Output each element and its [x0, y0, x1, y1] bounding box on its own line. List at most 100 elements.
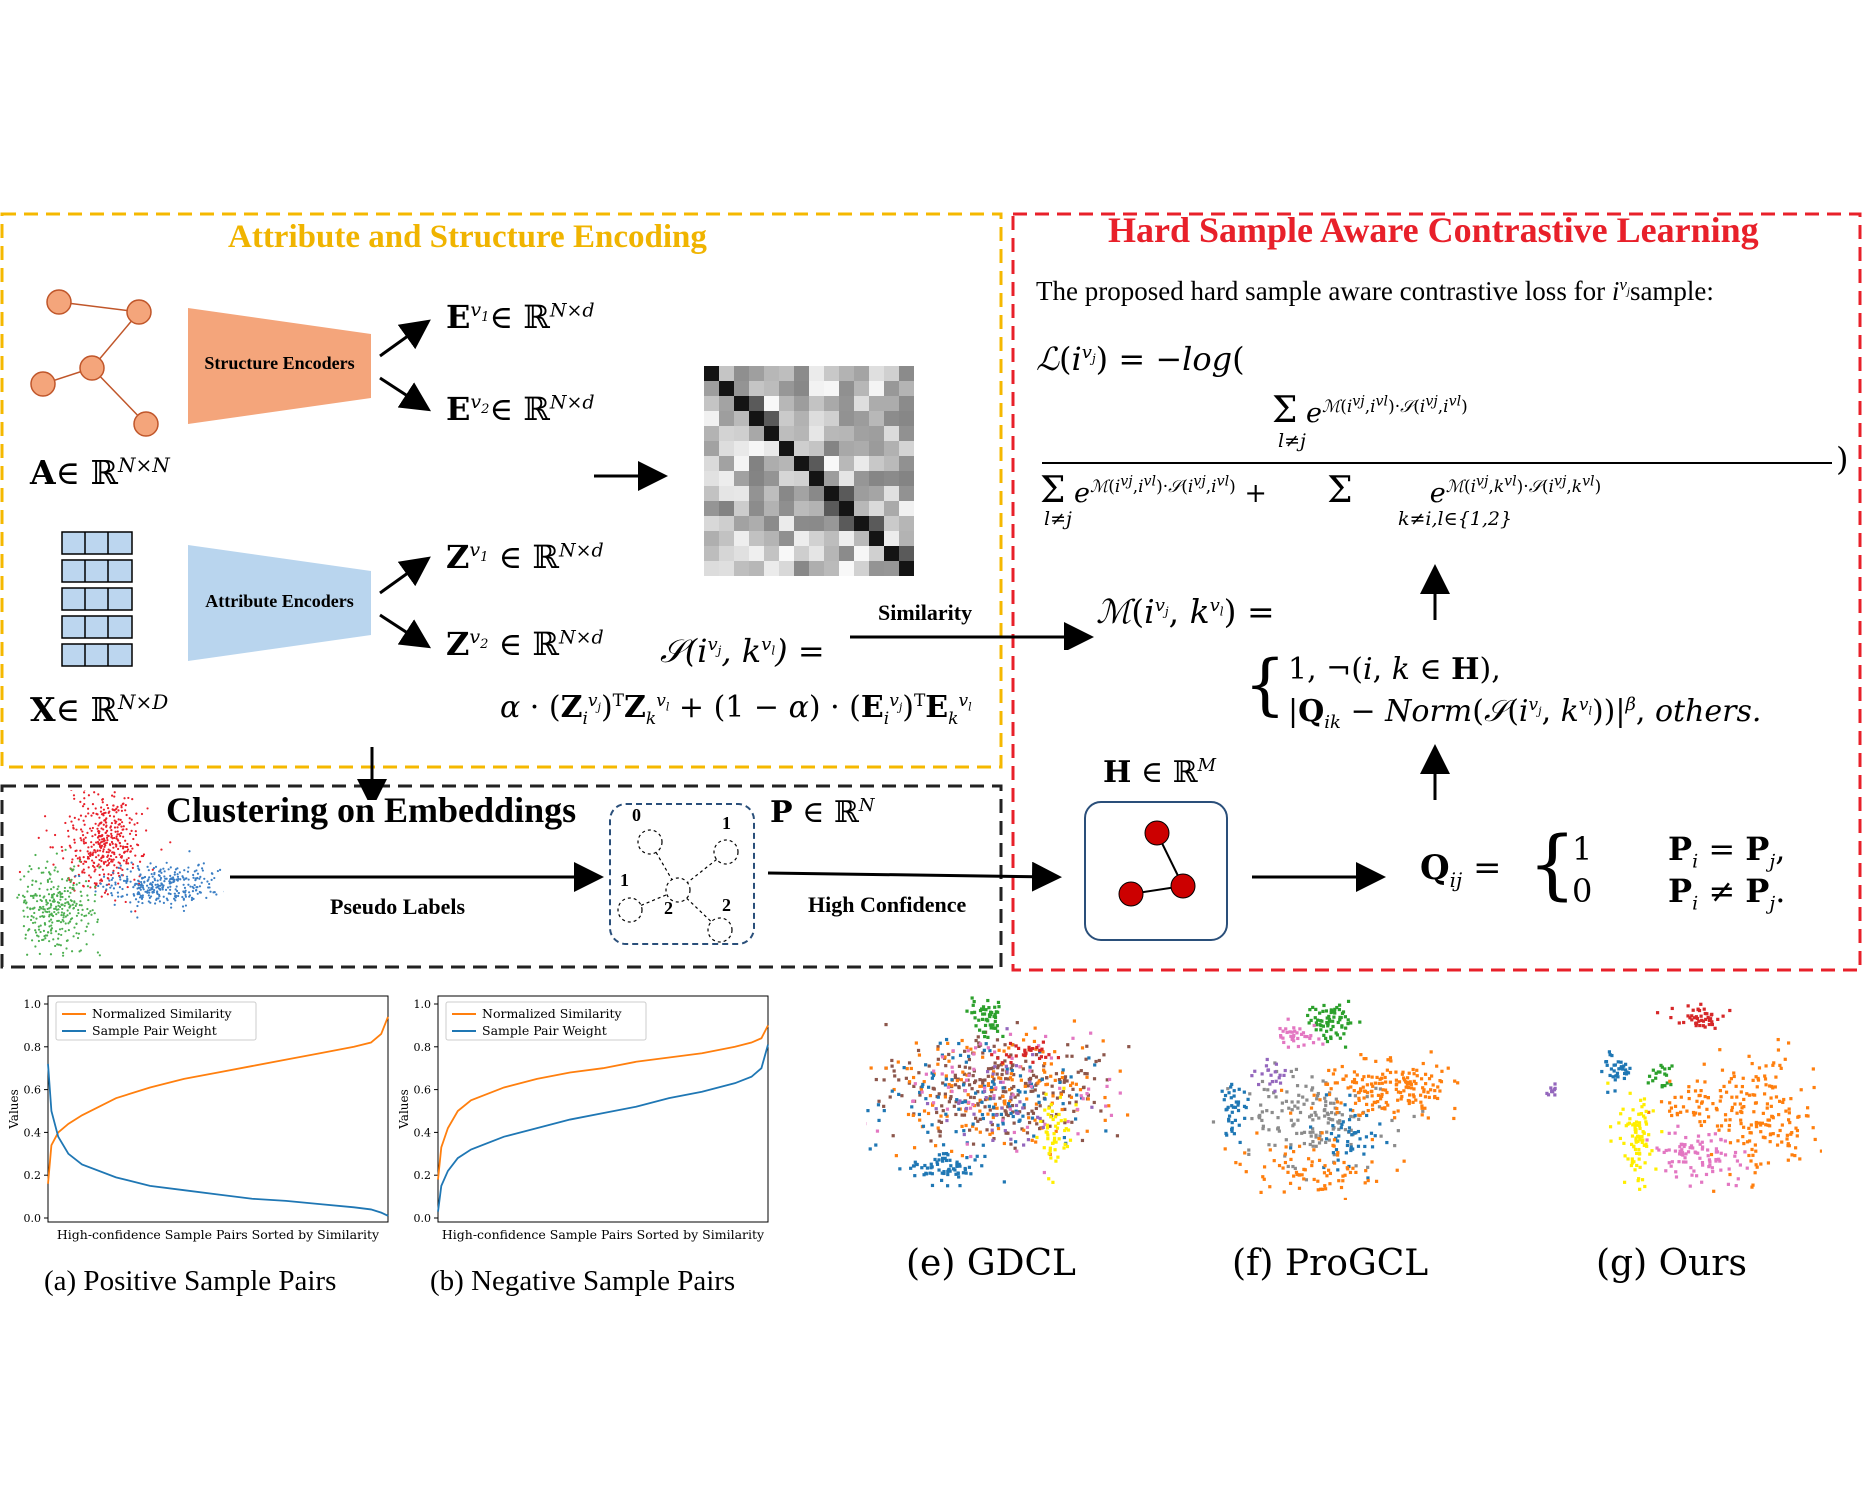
heatmap-cell: [839, 426, 854, 441]
tsne-point: [1640, 1140, 1644, 1144]
tsne-point: [1298, 1027, 1302, 1031]
tsne-point: [993, 1102, 998, 1106]
scatter-point: [158, 900, 162, 903]
tsne-point: [1321, 1024, 1325, 1028]
embedding-e1-label: Ev1∈ ℝN×d: [446, 298, 595, 336]
adjacency-matrix-label: A∈ ℝN×N: [30, 453, 170, 492]
tsne-point: [1723, 1113, 1728, 1117]
tsne-point: [1072, 1109, 1076, 1113]
scatter-point: [138, 860, 142, 863]
tsne-point: [1614, 1074, 1618, 1078]
heatmap-cell: [824, 441, 839, 456]
scatter-point: [90, 913, 93, 916]
tsne-point: [1061, 1068, 1065, 1072]
tsne-point: [1346, 999, 1351, 1003]
heatmap-cell: [719, 516, 734, 531]
scatter-point: [132, 892, 135, 896]
tsne-point: [1328, 1101, 1333, 1105]
scatter-point: [105, 888, 108, 891]
tsne-point: [989, 1120, 993, 1124]
tsne-point: [1813, 1137, 1817, 1142]
heatmap-cell: [809, 531, 824, 546]
tsne-point: [1811, 1126, 1815, 1130]
tsne-point: [1644, 1109, 1648, 1114]
tsne-point: [918, 1118, 922, 1122]
tsne-point: [1053, 1148, 1057, 1152]
tsne-point: [1357, 1096, 1361, 1100]
tsne-point: [1624, 1072, 1629, 1076]
tsne-point: [1336, 1151, 1340, 1155]
tsne-point: [1267, 1143, 1271, 1147]
scatter-point: [56, 943, 59, 946]
scatter-point: [62, 914, 65, 917]
tsne-point: [1692, 1016, 1697, 1020]
scatter-point: [78, 856, 81, 859]
scatter-point: [169, 882, 172, 885]
tsne-point: [1243, 1151, 1247, 1155]
scatter-point: [184, 891, 187, 894]
scatter-point: [199, 875, 202, 878]
scatter-point: [38, 952, 41, 955]
scatter-point: [68, 886, 72, 889]
tsne-point: [950, 1078, 954, 1082]
tsne-point: [972, 1112, 976, 1116]
tsne-point: [1329, 1131, 1334, 1136]
tsne-point: [1230, 1082, 1234, 1087]
tsne-point: [1546, 1093, 1551, 1097]
tsne-point: [1369, 1082, 1374, 1086]
tsne-point: [924, 1172, 929, 1176]
scatter-point: [165, 877, 168, 880]
pseudo-labels-arrow: [230, 862, 604, 892]
scatter-point: [84, 880, 88, 883]
scatter-point: [127, 856, 130, 860]
scatter-point: [66, 829, 70, 832]
tsne-point: [1347, 1126, 1352, 1130]
tsne-point: [1322, 1033, 1326, 1037]
tsne-point: [1783, 1057, 1787, 1061]
tsne-point: [1318, 1134, 1322, 1138]
tsne-point: [1348, 1170, 1353, 1175]
scatter-point: [129, 850, 132, 853]
tsne-point: [962, 1129, 966, 1133]
scatter-point: [102, 808, 106, 811]
tsne-point: [1319, 1187, 1323, 1191]
tsne-point: [1757, 1121, 1762, 1125]
tsne-point: [1613, 1089, 1617, 1093]
tsne-point: [993, 1061, 997, 1065]
tsne-point: [1759, 1130, 1763, 1134]
heatmap-cell: [869, 516, 884, 531]
tsne-point: [1385, 1090, 1389, 1095]
tsne-point: [1683, 1143, 1687, 1147]
tsne-point: [1023, 1049, 1027, 1053]
tsne-point: [1768, 1084, 1772, 1088]
tsne-point: [1697, 1094, 1701, 1098]
scatter-point: [129, 880, 132, 883]
scatter-point: [163, 879, 166, 883]
tsne-point: [1319, 1028, 1323, 1032]
tsne-point: [1343, 1197, 1347, 1200]
tsne-point: [1361, 1111, 1365, 1115]
tsne-point: [1663, 1072, 1667, 1076]
tsne-point: [990, 1053, 994, 1057]
tsne-point: [1703, 1080, 1707, 1084]
tsne-point: [1009, 1060, 1013, 1065]
tsne-point: [1669, 1082, 1673, 1087]
tsne-point: [991, 1023, 995, 1027]
tsne-point: [1329, 1008, 1333, 1012]
tsne-point: [884, 1066, 888, 1070]
scatter-point: [119, 844, 122, 848]
scatter-point: [44, 937, 47, 940]
tsne-point: [1400, 1072, 1404, 1076]
tsne-point: [1236, 1108, 1241, 1113]
tsne-point: [1698, 1120, 1702, 1124]
scatter-point: [153, 879, 157, 882]
tsne-point: [1668, 1101, 1672, 1105]
tsne-point: [921, 1124, 926, 1128]
tsne-point: [1041, 1125, 1045, 1129]
tsne-point: [1058, 1086, 1062, 1090]
scatter-point: [120, 825, 123, 828]
tsne-point: [1062, 1080, 1066, 1084]
tsne-point: [1633, 1168, 1637, 1172]
tsne-point: [1332, 1161, 1337, 1165]
scatter-point: [82, 862, 85, 865]
